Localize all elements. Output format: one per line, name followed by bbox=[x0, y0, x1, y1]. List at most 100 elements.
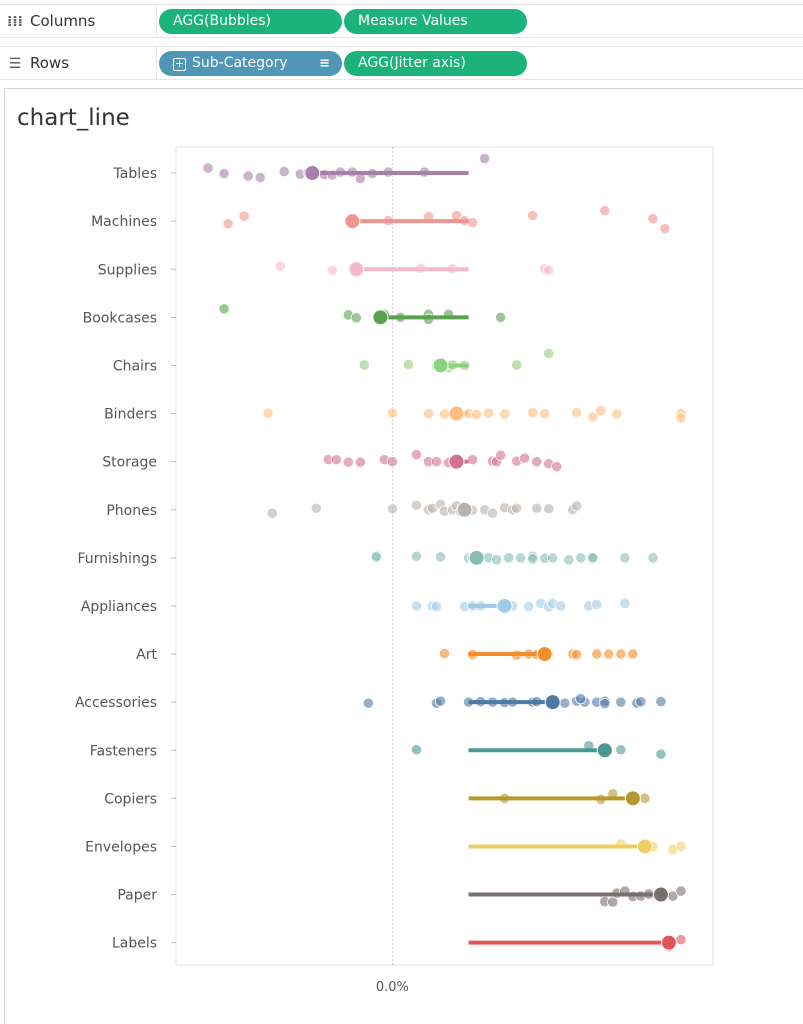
point-binders-3 bbox=[438, 408, 451, 420]
point-tables-2 bbox=[242, 170, 254, 182]
point-copiers-3 bbox=[639, 792, 651, 804]
mean-point-chairs bbox=[432, 357, 449, 374]
point-supplies-5 bbox=[543, 264, 555, 276]
point-phones-16 bbox=[511, 502, 523, 514]
point-storage-10 bbox=[466, 454, 479, 466]
mean-point-paper bbox=[652, 886, 669, 903]
sort-icon[interactable]: ≡ bbox=[319, 56, 330, 71]
point-storage-2 bbox=[342, 456, 354, 468]
point-binders-9 bbox=[527, 406, 539, 419]
point-binders-1 bbox=[386, 407, 399, 419]
point-tables-16 bbox=[478, 152, 491, 165]
point-accessories-17 bbox=[615, 696, 627, 708]
columns-shelf[interactable]: ⁞⁞⁞ Columns AGG(Bubbles) Measure Values bbox=[0, 4, 803, 38]
point-binders-10 bbox=[539, 407, 551, 420]
point-accessories-11 bbox=[559, 697, 571, 709]
point-binders-8 bbox=[499, 408, 511, 420]
mean-point-binders bbox=[448, 405, 465, 422]
point-storage-6 bbox=[410, 449, 423, 461]
point-supplies-1 bbox=[326, 264, 338, 276]
point-storage-13 bbox=[495, 449, 507, 461]
point-chairs-1 bbox=[402, 358, 415, 371]
point-accessories-21 bbox=[575, 693, 587, 705]
point-tables-3 bbox=[254, 171, 266, 184]
point-paper-10 bbox=[675, 885, 687, 897]
mean-point-machines bbox=[344, 213, 361, 230]
point-storage-1 bbox=[330, 454, 342, 466]
point-appliances-13 bbox=[591, 598, 603, 611]
point-tables-1 bbox=[218, 167, 230, 180]
point-art-9 bbox=[603, 648, 615, 660]
point-tables-4 bbox=[278, 165, 290, 178]
row-label-chairs: Chairs bbox=[113, 358, 157, 374]
point-binders-11 bbox=[571, 406, 583, 419]
point-art-0 bbox=[438, 647, 451, 660]
point-machines-9 bbox=[599, 205, 611, 217]
rows-shelf[interactable]: ☰ Rows + Sub-Category ≡ AGG(Jitter axis) bbox=[0, 46, 803, 80]
point-accessories-16 bbox=[599, 698, 611, 710]
point-bookcases-0 bbox=[218, 303, 230, 315]
row-label-envelopes: Envelopes bbox=[85, 839, 157, 855]
point-appliances-0 bbox=[410, 600, 423, 612]
row-label-art: Art bbox=[136, 647, 157, 663]
point-fasteners-3 bbox=[615, 744, 627, 756]
point-furnishings-14 bbox=[547, 552, 559, 564]
row-label-binders: Binders bbox=[104, 407, 157, 423]
mean-point-appliances bbox=[496, 597, 513, 614]
point-phones-2 bbox=[386, 503, 399, 515]
mean-point-envelopes bbox=[636, 838, 653, 855]
row-label-tables: Tables bbox=[113, 166, 158, 182]
point-art-8 bbox=[591, 648, 603, 660]
chart-panel: chart_line 0.0% Tables Machines Supplies Boo… bbox=[4, 88, 803, 1024]
point-storage-5 bbox=[386, 456, 399, 468]
pill-agg-jitter-axis[interactable]: AGG(Jitter axis) bbox=[344, 51, 527, 76]
point-phones-20 bbox=[571, 500, 583, 512]
point-phones-3 bbox=[410, 499, 423, 511]
pill-sub-category[interactable]: + Sub-Category ≡ bbox=[159, 51, 342, 76]
row-label-appliances: Appliances bbox=[81, 599, 157, 615]
point-appliances-11 bbox=[555, 600, 567, 612]
point-furnishings-15 bbox=[563, 554, 575, 566]
row-label-copiers: Copiers bbox=[104, 791, 157, 807]
point-machines-1 bbox=[238, 210, 250, 222]
row-label-paper: Paper bbox=[117, 888, 157, 904]
point-furnishings-12 bbox=[527, 553, 539, 565]
point-machines-7 bbox=[466, 217, 479, 229]
point-furnishings-3 bbox=[434, 551, 447, 563]
x-tick-label-0: 0.0% bbox=[376, 980, 409, 995]
point-chairs-6 bbox=[511, 359, 523, 371]
mean-point-phones bbox=[456, 501, 473, 518]
pill-measure-values[interactable]: Measure Values bbox=[344, 9, 527, 34]
row-label-machines: Machines bbox=[91, 214, 157, 230]
point-binders-7 bbox=[482, 407, 495, 419]
point-furnishings-19 bbox=[619, 552, 631, 564]
point-furnishings-8 bbox=[490, 554, 503, 566]
mean-point-art bbox=[536, 646, 553, 663]
point-binders-2 bbox=[422, 407, 435, 420]
point-art-10 bbox=[615, 648, 627, 660]
point-furnishings-20 bbox=[647, 552, 659, 564]
point-appliances-2 bbox=[430, 600, 443, 613]
expand-plus-icon[interactable]: + bbox=[173, 57, 186, 71]
point-machines-10 bbox=[647, 213, 659, 225]
mean-point-furnishings bbox=[468, 549, 485, 566]
point-binders-14 bbox=[611, 408, 623, 420]
rows-shelf-label: ☰ Rows bbox=[4, 47, 157, 79]
point-supplies-0 bbox=[274, 260, 286, 272]
point-appliances-7 bbox=[523, 600, 535, 613]
point-bookcases-8 bbox=[495, 311, 507, 323]
point-phones-13 bbox=[486, 507, 499, 519]
pill-agg-bubbles[interactable]: AGG(Bubbles) bbox=[159, 9, 342, 34]
point-storage-3 bbox=[354, 456, 366, 468]
point-art-7 bbox=[571, 648, 583, 661]
point-chairs-7 bbox=[543, 347, 555, 360]
point-furnishings-10 bbox=[515, 552, 527, 564]
point-binders-6 bbox=[470, 408, 483, 421]
point-bookcases-2 bbox=[350, 312, 362, 324]
columns-icon: ⁞⁞⁞ bbox=[7, 14, 23, 30]
row-label-labels: Labels bbox=[112, 936, 157, 952]
point-storage-18 bbox=[551, 461, 563, 473]
point-furnishings-2 bbox=[410, 550, 423, 562]
point-phones-1 bbox=[310, 502, 322, 514]
point-furnishings-9 bbox=[503, 552, 515, 564]
